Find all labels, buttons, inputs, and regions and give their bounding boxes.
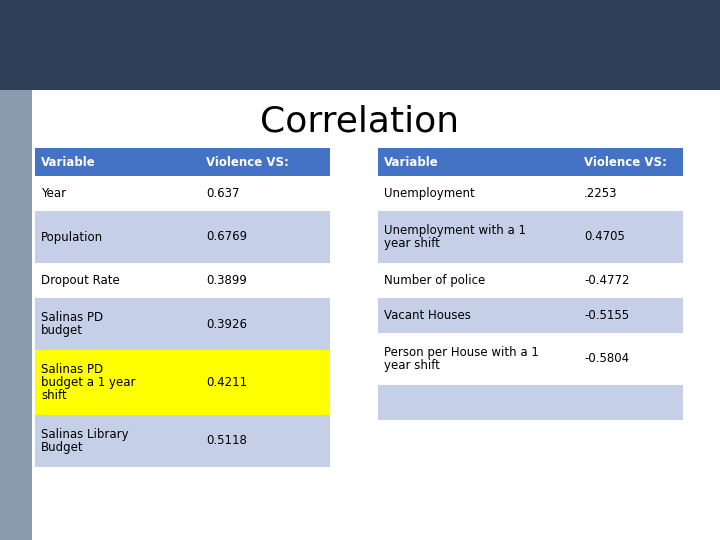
Text: Correlation: Correlation	[261, 105, 459, 139]
Text: Unemployment with a 1: Unemployment with a 1	[384, 224, 526, 237]
Text: Violence VS:: Violence VS:	[206, 156, 289, 168]
Text: .2253: .2253	[584, 187, 618, 200]
Text: Dropout Rate: Dropout Rate	[41, 274, 120, 287]
Text: 0.5118: 0.5118	[206, 435, 247, 448]
Text: budget: budget	[41, 324, 83, 337]
Text: Salinas PD: Salinas PD	[41, 311, 103, 324]
Text: Budget: Budget	[41, 441, 84, 454]
Text: Year: Year	[41, 187, 66, 200]
Text: -0.5155: -0.5155	[584, 309, 629, 322]
Text: 0.3899: 0.3899	[206, 274, 247, 287]
Text: Variable: Variable	[384, 156, 438, 168]
Text: Vacant Houses: Vacant Houses	[384, 309, 471, 322]
Text: -0.4772: -0.4772	[584, 274, 629, 287]
Text: Salinas Library: Salinas Library	[41, 428, 129, 441]
Text: Population: Population	[41, 231, 103, 244]
Text: shift: shift	[41, 389, 67, 402]
Text: Salinas PD: Salinas PD	[41, 363, 103, 376]
Text: Number of police: Number of police	[384, 274, 485, 287]
Text: Person per House with a 1: Person per House with a 1	[384, 346, 539, 359]
Text: year shift: year shift	[384, 359, 440, 372]
Text: 0.4705: 0.4705	[584, 231, 625, 244]
Text: -0.5804: -0.5804	[584, 353, 629, 366]
Text: Variable: Variable	[41, 156, 96, 168]
Text: 0.6769: 0.6769	[206, 231, 247, 244]
Text: year shift: year shift	[384, 237, 440, 250]
Text: 0.4211: 0.4211	[206, 376, 247, 389]
Text: budget a 1 year: budget a 1 year	[41, 376, 135, 389]
Text: Unemployment: Unemployment	[384, 187, 474, 200]
Text: Violence VS:: Violence VS:	[584, 156, 667, 168]
Text: 0.3926: 0.3926	[206, 318, 247, 330]
Text: 0.637: 0.637	[206, 187, 240, 200]
